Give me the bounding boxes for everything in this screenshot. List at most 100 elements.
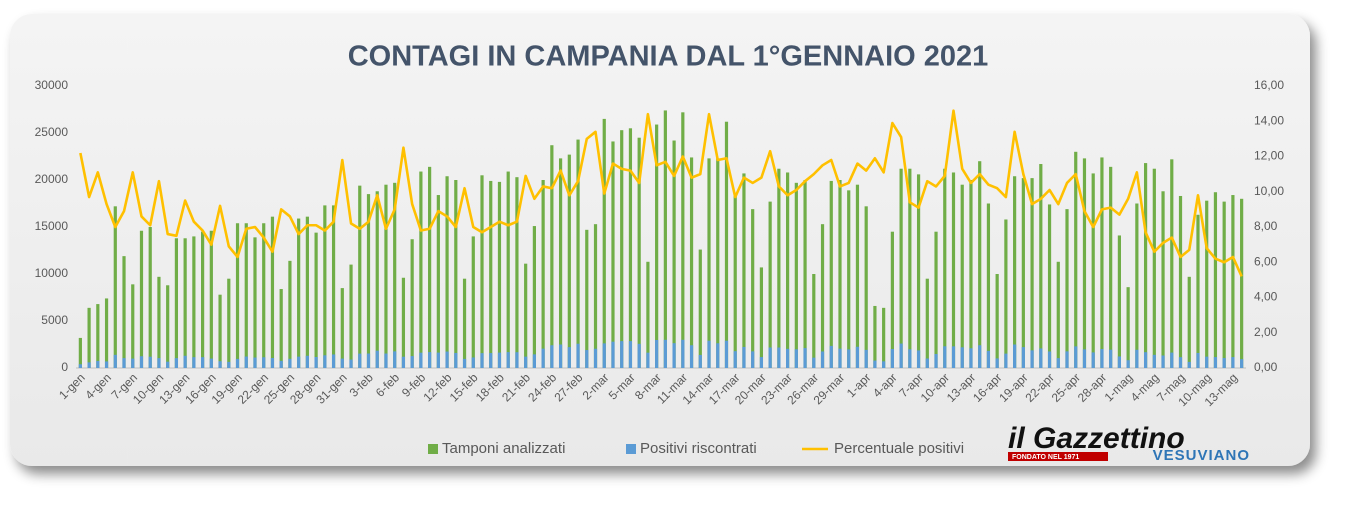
bar xyxy=(890,349,894,368)
bar xyxy=(1117,235,1121,368)
bar xyxy=(1117,356,1121,368)
bar xyxy=(331,354,336,368)
bar xyxy=(803,348,807,368)
bar xyxy=(1091,173,1095,368)
bar xyxy=(279,289,283,368)
bar xyxy=(681,112,685,368)
bar xyxy=(585,229,589,368)
bar xyxy=(558,344,563,368)
bar xyxy=(349,359,353,368)
bar xyxy=(611,341,615,368)
bar xyxy=(986,350,991,368)
bar xyxy=(218,361,222,368)
bar xyxy=(244,356,248,368)
bar xyxy=(1074,151,1078,368)
bar xyxy=(768,347,772,368)
bar xyxy=(401,356,406,368)
bar xyxy=(1161,191,1165,368)
bar xyxy=(428,352,432,368)
bar xyxy=(262,357,266,368)
legend-swatch xyxy=(428,444,438,454)
bar xyxy=(183,355,187,368)
bar xyxy=(882,307,886,368)
bar xyxy=(1126,360,1130,368)
bar xyxy=(1109,166,1113,368)
y2-tick-label: 4,00 xyxy=(1254,290,1278,304)
bar xyxy=(1240,198,1244,368)
legend-label: Tamponi analizzati xyxy=(442,440,565,457)
bar xyxy=(297,356,301,368)
y-tick-label: 10000 xyxy=(35,266,69,280)
bar xyxy=(349,264,353,368)
bar xyxy=(201,231,205,368)
bar xyxy=(506,352,510,368)
bar xyxy=(454,180,458,368)
y2-tick-label: 2,00 xyxy=(1254,325,1278,339)
bar xyxy=(314,357,318,368)
logo-band xyxy=(1008,452,1108,461)
bar xyxy=(567,154,571,368)
bar xyxy=(366,353,371,368)
bar xyxy=(297,218,301,368)
bar xyxy=(1196,352,1200,368)
bar xyxy=(1082,349,1087,368)
bar xyxy=(951,346,956,368)
bar xyxy=(375,191,379,368)
bar xyxy=(305,216,309,368)
bar xyxy=(489,353,493,368)
bar xyxy=(820,351,825,368)
bar xyxy=(698,249,702,368)
bar xyxy=(724,340,729,368)
bar xyxy=(628,341,633,368)
bar xyxy=(646,352,650,368)
bar xyxy=(812,274,816,368)
bar xyxy=(899,168,903,368)
bar xyxy=(489,180,493,368)
bar xyxy=(1056,358,1060,368)
bar xyxy=(209,230,213,368)
bar xyxy=(462,278,467,368)
bar xyxy=(524,356,528,368)
bar xyxy=(279,360,283,368)
bar xyxy=(777,168,781,368)
bar xyxy=(323,205,327,368)
bar xyxy=(934,353,938,368)
line xyxy=(79,109,1243,277)
bar xyxy=(1161,355,1165,368)
bar xyxy=(87,307,91,368)
bar xyxy=(1039,348,1043,368)
bar xyxy=(358,353,362,368)
y2-tick-label: 12,00 xyxy=(1254,149,1284,163)
bar xyxy=(1222,201,1226,368)
bar xyxy=(166,285,170,368)
bar xyxy=(585,350,589,368)
y-tick-label: 30000 xyxy=(35,78,69,92)
bar xyxy=(235,223,240,368)
bar xyxy=(672,343,676,368)
bar xyxy=(235,358,240,368)
bar xyxy=(87,362,91,368)
bar xyxy=(1205,200,1209,368)
bar xyxy=(759,357,764,368)
bar xyxy=(480,353,484,368)
bar xyxy=(323,355,327,368)
bar xyxy=(646,261,650,368)
bar xyxy=(751,351,755,368)
y2-tick-label: 10,00 xyxy=(1254,184,1284,198)
bar xyxy=(838,348,842,368)
bar xyxy=(131,284,135,368)
bar xyxy=(270,216,275,368)
y-tick-label: 0 xyxy=(61,360,68,374)
bar xyxy=(620,130,624,368)
bar xyxy=(663,110,667,368)
bar xyxy=(812,357,816,368)
bar xyxy=(393,351,397,368)
bar xyxy=(689,157,694,368)
bar xyxy=(838,180,842,368)
y2-tick-label: 8,00 xyxy=(1254,219,1278,233)
bar xyxy=(122,256,126,368)
y2-tick-label: 6,00 xyxy=(1254,254,1278,268)
bar xyxy=(733,194,737,368)
bar xyxy=(611,141,615,368)
